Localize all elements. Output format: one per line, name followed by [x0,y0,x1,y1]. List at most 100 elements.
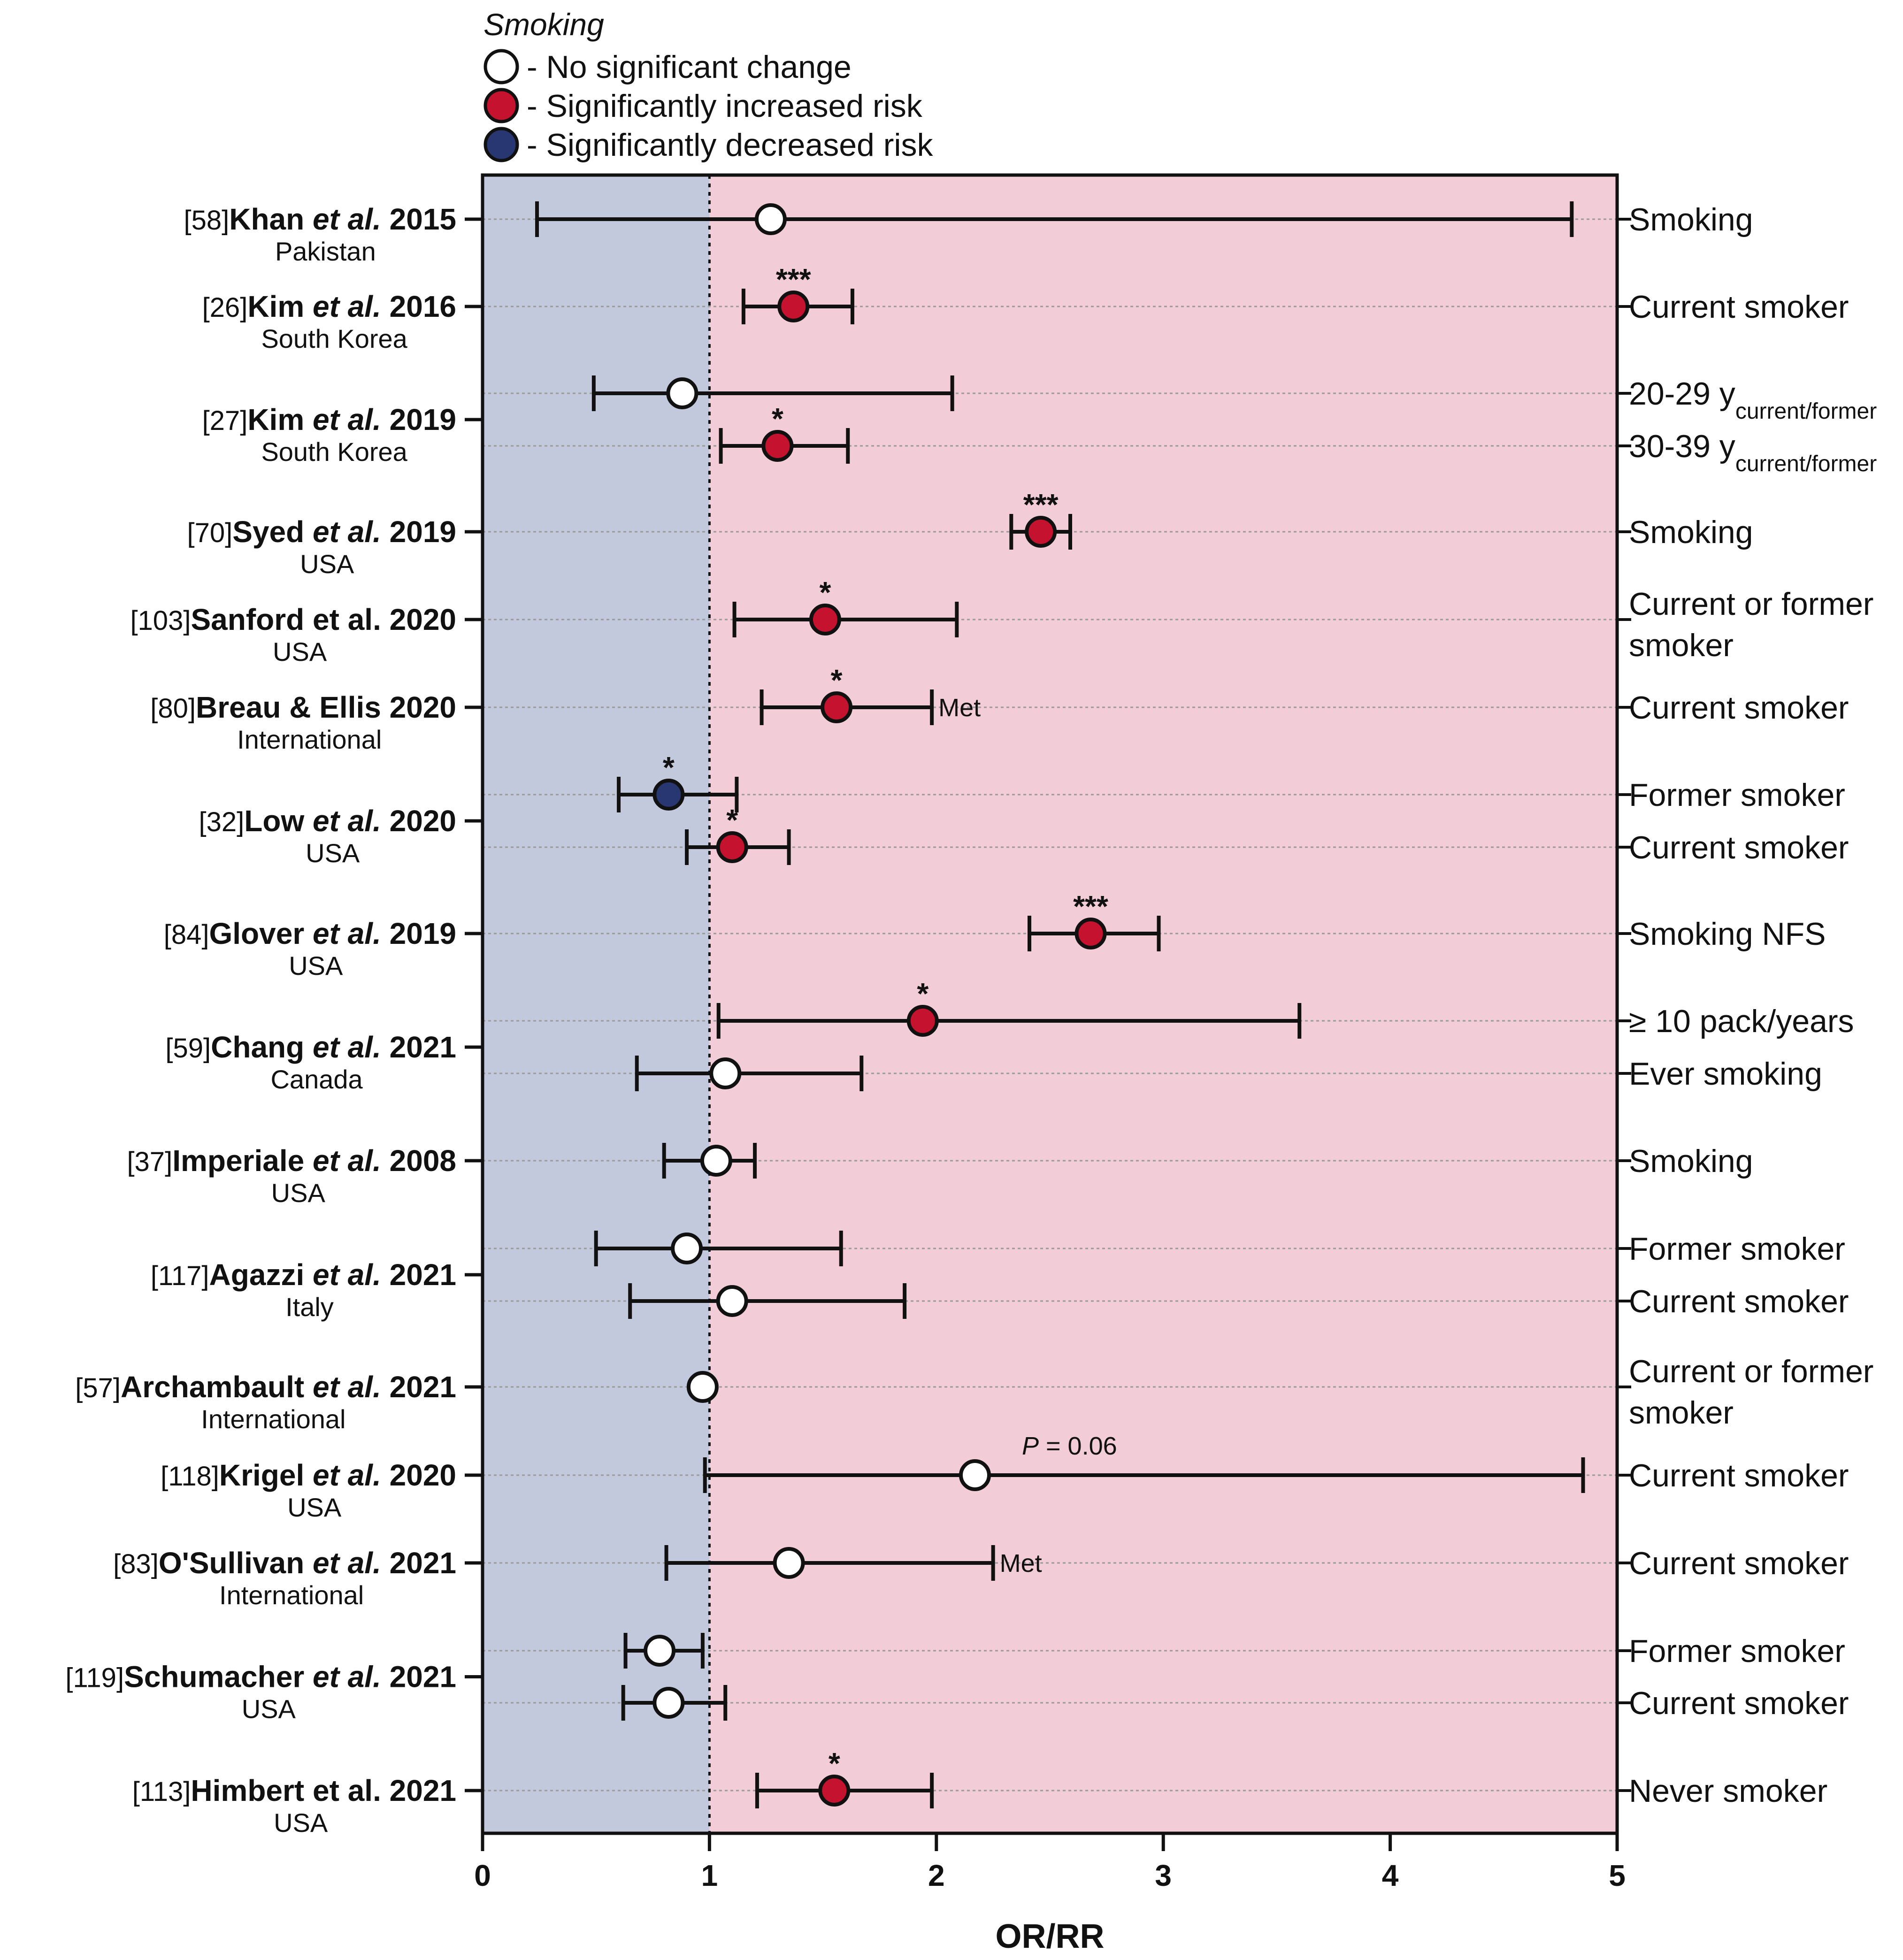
study-country: International [219,1580,364,1610]
study-ref: [118] [161,1461,219,1492]
study-year: 2020 [390,1458,456,1492]
study-ref: [113] [132,1776,191,1807]
study-space [381,1546,390,1580]
study-space [381,515,390,549]
study-etal: et al. [313,1660,381,1694]
study-country: Canada [270,1064,363,1094]
point-estimate [671,1233,703,1264]
significance-stars: * [663,750,675,784]
study-year: 2020 [390,603,456,636]
study-label-text: [103]Sanford et al. 2020 [130,603,456,636]
outcome-label: Ever smoking [1629,1056,1822,1092]
x-axis-title: OR/RR [996,1918,1105,1955]
outcome-label: Former smoker [1629,1633,1845,1669]
significance-stars: * [917,977,928,1011]
point-estimate [959,1459,991,1491]
study-space [381,603,390,636]
study-etal: et al. [313,1774,381,1807]
study-etal: et al. [313,290,381,323]
study-author: Schumacher [124,1660,304,1694]
x-tick-label: 1 [701,1859,718,1892]
significance-stars: * [819,575,831,609]
study-label-text: [119]Schumacher et al. 2021 [65,1660,456,1694]
significance-stars: *** [1073,889,1108,923]
study-year: 2015 [390,202,456,236]
study-label-text: [118]Krigel et al. 2020 [161,1458,456,1492]
study-country: USA [271,1178,326,1208]
study-country: South Korea [261,324,407,353]
study-space [381,1370,390,1404]
study-country: USA [273,637,327,666]
legend-title: Smoking [483,7,604,42]
outcome-main: 30-39 y [1629,429,1735,464]
study-country: International [237,725,382,754]
outcome-label: Current smoker [1629,830,1849,865]
study-author: Agazzi [209,1258,305,1292]
outcome-label: Current smoker [1629,690,1849,726]
met-annotation: Met [938,694,981,722]
outcome-label: Smoking NFS [1629,916,1826,952]
point-estimate [1074,918,1107,949]
outcome-label-line2: smoker [1629,1395,1734,1431]
study-author: O'Sullivan [159,1546,304,1580]
point-estimate [700,1145,732,1177]
p-space [1039,1432,1046,1460]
outcome-label: Smoking [1629,1143,1753,1179]
study-etal: et al. [313,1258,381,1292]
study-country: USA [287,1493,342,1522]
x-tick-label: 3 [1155,1859,1172,1892]
study-year: 2021 [390,1774,456,1807]
significance-stars: *** [776,262,811,296]
study-etal: et al. [313,1030,381,1064]
study-year: 2019 [390,515,456,549]
study-space [381,1030,390,1064]
study-author: Low [244,804,304,838]
study-ref: [37] [127,1147,172,1177]
study-author: Kim [247,403,304,436]
outcome-label: 30-39 ycurrent/former [1629,429,1877,476]
study-space [381,1660,390,1694]
plot-frame [481,173,1619,1835]
study-year: 2016 [390,290,456,323]
study-space [304,1774,313,1807]
point-estimate [652,779,685,811]
outcome-label: ≥ 10 pack/years [1629,1003,1854,1039]
study-ref: [83] [113,1549,159,1579]
legend-item: - No significant change [483,49,852,85]
study-year: 2021 [390,1660,456,1694]
x-tick-label: 5 [1609,1859,1626,1892]
point-estimate [644,1635,676,1667]
study-country: Italy [285,1292,334,1322]
legend-label: - Significantly decreased risk [527,127,933,163]
met-annotation: Met [1000,1549,1042,1577]
x-tick-label: 0 [474,1859,491,1892]
study-space [381,1458,390,1492]
study-label-text: [113]Himbert et al. 2021 [132,1774,456,1807]
study-country: USA [274,1808,328,1838]
study-ref: [80] [150,693,196,724]
study-label-text: [83]O'Sullivan et al. 2021 [113,1546,456,1580]
study-space [304,804,313,838]
plot-background [483,175,1617,1833]
outcome-label: Current smoker [1629,1458,1849,1493]
study-label-text: [26]Kim et al. 2016 [202,290,456,323]
study-etal: et al. [313,202,381,236]
outcome-label: Former smoker [1629,1231,1845,1267]
study-space [304,1546,313,1580]
p-value: = 0.06 [1046,1432,1117,1460]
study-ref: [26] [202,292,248,323]
study-etal: et al. [313,1458,381,1492]
study-author: Khan [229,202,304,236]
study-label-text: [37]Imperiale et al. 2008 [127,1144,456,1178]
outcome-main: 20-29 y [1629,376,1735,412]
outcome-label: Current smoker [1629,289,1849,325]
study-label-text: [84]Glover et al. 2019 [164,917,456,950]
